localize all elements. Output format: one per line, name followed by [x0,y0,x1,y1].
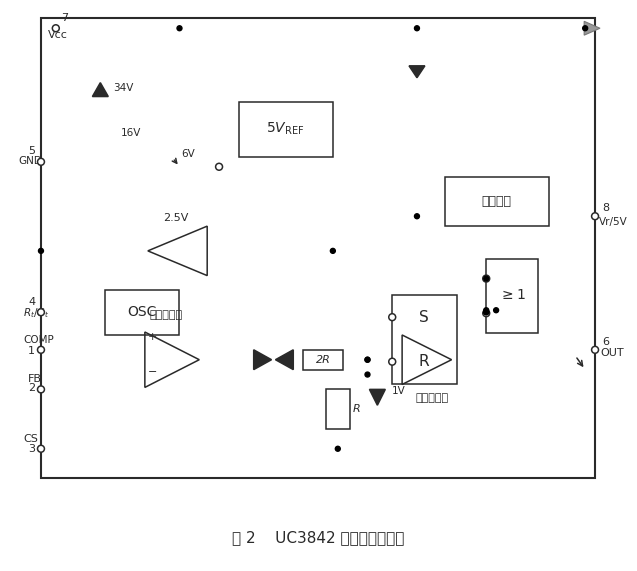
Circle shape [483,276,489,281]
Circle shape [38,347,45,353]
Bar [239,102,333,157]
Circle shape [331,248,335,254]
Circle shape [38,248,43,254]
Text: 4: 4 [28,297,35,307]
Circle shape [38,309,45,316]
Text: +: + [148,332,157,342]
Polygon shape [409,66,425,78]
Text: COMP: COMP [23,335,54,345]
Text: 6: 6 [602,337,609,347]
Text: OSC: OSC [127,305,157,319]
Bar [105,291,180,335]
Polygon shape [254,350,271,369]
Text: 图 2    UC3842 的内部结构框图: 图 2 UC3842 的内部结构框图 [232,530,404,545]
Text: 16V: 16V [121,128,141,138]
Circle shape [38,158,45,165]
Text: R: R [419,354,429,369]
Circle shape [483,308,489,313]
Text: OUT: OUT [600,348,624,358]
Text: 6V: 6V [182,149,195,159]
Circle shape [583,26,588,31]
Text: 8: 8 [602,203,609,214]
Text: 2: 2 [28,383,35,393]
Circle shape [38,386,45,393]
Text: 误差放大器: 误差放大器 [150,310,183,320]
Circle shape [365,372,370,377]
Bar [392,295,457,384]
Text: Vr/5V: Vr/5V [599,217,628,227]
Circle shape [483,309,490,317]
Text: FB: FB [28,375,42,384]
Text: 7: 7 [61,13,68,23]
Polygon shape [584,21,600,35]
Text: 内部偏置: 内部偏置 [481,195,511,208]
Circle shape [483,309,489,315]
Circle shape [592,213,599,220]
Circle shape [592,347,599,353]
Polygon shape [369,389,385,405]
Text: $R_t/C_t$: $R_t/C_t$ [23,306,49,320]
Circle shape [483,275,490,282]
Text: S: S [419,309,429,325]
Circle shape [365,357,370,362]
Bar [303,350,343,369]
Polygon shape [275,350,293,369]
Circle shape [38,445,45,452]
Text: 5: 5 [28,146,35,156]
Circle shape [494,308,499,313]
Circle shape [215,163,222,170]
Bar [41,18,595,478]
Text: R: R [353,404,361,414]
Text: 3: 3 [28,444,35,454]
Text: CS: CS [23,434,38,444]
Text: $\geq 1$: $\geq 1$ [499,288,526,303]
Circle shape [389,358,396,365]
Text: Vcc: Vcc [48,30,68,40]
Bar [326,389,350,429]
Bar [445,176,548,226]
Text: 电流比较器: 电流比较器 [415,393,448,403]
Circle shape [335,447,340,451]
Bar [486,259,538,333]
Text: 34V: 34V [113,83,134,93]
Circle shape [177,26,182,31]
Text: 2R: 2R [315,355,331,365]
Text: 1V: 1V [392,387,406,396]
Circle shape [365,357,370,362]
Circle shape [389,313,396,321]
Text: 2.5V: 2.5V [162,213,188,223]
Polygon shape [92,83,108,96]
Circle shape [52,25,59,32]
Text: GND: GND [18,156,42,166]
Text: −: − [148,367,157,376]
Text: $5V_{\rm REF}$: $5V_{\rm REF}$ [266,121,304,138]
Circle shape [483,309,489,315]
Circle shape [415,26,419,31]
Circle shape [415,214,419,219]
Text: 1: 1 [28,346,35,356]
